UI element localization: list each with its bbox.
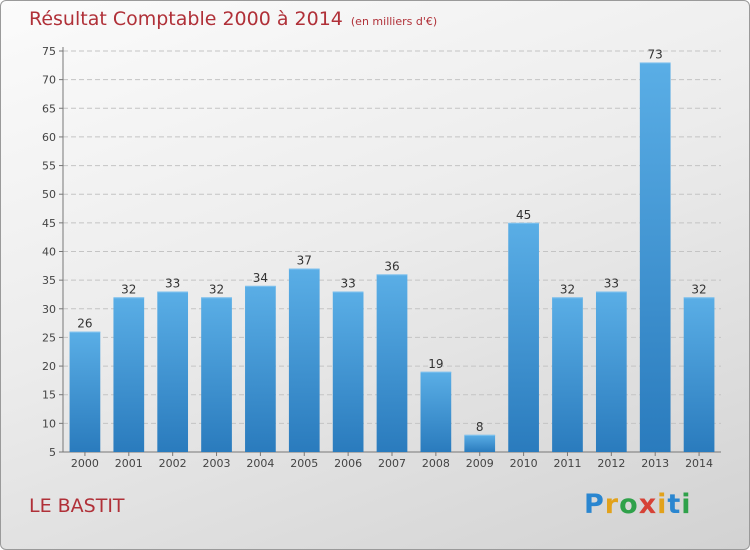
y-tick-label: 40 xyxy=(42,246,56,259)
x-tick-label: 2000 xyxy=(71,457,99,470)
logo-letter: x xyxy=(638,489,658,520)
chart-title: Résultat Comptable 2000 à 2014 xyxy=(29,8,343,30)
x-tick-label: 2006 xyxy=(334,457,362,470)
y-tick-label: 60 xyxy=(42,131,56,144)
x-tick-label: 2011 xyxy=(553,457,581,470)
bar-2004 xyxy=(245,285,276,452)
bar-2000 xyxy=(69,331,101,452)
x-tick-label: 2004 xyxy=(246,457,274,470)
commune-name: LE BASTIT xyxy=(29,495,125,517)
x-tick-label: 2009 xyxy=(466,457,494,470)
y-tick-label: 5 xyxy=(49,446,56,459)
data-label-2001: 32 xyxy=(121,282,136,296)
y-tick-label: 35 xyxy=(42,274,56,287)
bar-2012 xyxy=(595,291,627,452)
bars: 26 32 33 32 34 37 33 36 19 8 45 32 33 73 32 xyxy=(69,47,715,452)
bar-2007 xyxy=(376,274,408,452)
data-label-2008: 19 xyxy=(428,357,443,371)
x-tick-label: 2001 xyxy=(115,457,143,470)
data-label-2000: 26 xyxy=(77,317,92,331)
data-label-2003: 32 xyxy=(209,282,224,296)
data-label-2013: 73 xyxy=(648,47,663,61)
x-tick-label: 2003 xyxy=(203,457,231,470)
proxiti-logo: Proxiti xyxy=(584,489,692,520)
y-tick-label: 45 xyxy=(42,217,56,230)
y-tick-label: 15 xyxy=(42,389,56,402)
bar-2002 xyxy=(157,291,189,452)
logo-letter: r xyxy=(604,489,620,520)
logo-letter: t xyxy=(667,489,682,520)
data-label-2002: 33 xyxy=(165,277,180,291)
y-tick-label: 25 xyxy=(42,331,56,344)
x-tick-label: 2005 xyxy=(290,457,318,470)
data-label-2014: 32 xyxy=(691,282,706,296)
bar-2001 xyxy=(113,297,145,452)
y-tick-label: 10 xyxy=(42,417,56,430)
logo-letter: i xyxy=(681,489,692,520)
x-axis-ticks: 2000 2001 2002 2003 2004 2005 2006 2007 2008 2009… xyxy=(71,452,713,470)
data-label-2012: 33 xyxy=(604,277,619,291)
y-tick-label: 20 xyxy=(42,360,56,373)
bar-2009 xyxy=(464,434,496,452)
x-tick-label: 2013 xyxy=(641,457,669,470)
x-tick-label: 2012 xyxy=(597,457,625,470)
logo-letter: P xyxy=(584,489,605,520)
data-label-2007: 36 xyxy=(384,259,399,273)
y-axis-ticks: 5 10 15 20 25 30 35 40 45 50 55 60 65 70 75 xyxy=(42,45,63,459)
y-tick-label: 65 xyxy=(42,102,56,115)
y-tick-label: 30 xyxy=(42,303,56,316)
x-tick-label: 2007 xyxy=(378,457,406,470)
bar-2008 xyxy=(420,371,452,452)
data-label-2010: 45 xyxy=(516,208,531,222)
logo-letter: o xyxy=(619,489,639,520)
x-tick-label: 2002 xyxy=(159,457,187,470)
x-tick-label: 2008 xyxy=(422,457,450,470)
bar-2011 xyxy=(552,297,583,452)
bar-2014 xyxy=(683,297,715,452)
data-label-2004: 34 xyxy=(253,271,268,285)
bar-2010 xyxy=(508,222,539,452)
y-tick-label: 55 xyxy=(42,160,56,173)
y-tick-label: 70 xyxy=(42,74,56,87)
logo-letter: i xyxy=(657,489,668,520)
y-tick-label: 75 xyxy=(42,45,56,58)
y-tick-label: 50 xyxy=(42,188,56,201)
bar-2006 xyxy=(332,291,364,452)
data-label-2009: 8 xyxy=(476,420,484,434)
data-label-2006: 33 xyxy=(340,277,355,291)
bar-2003 xyxy=(201,297,232,452)
bar-2013 xyxy=(639,62,671,452)
chart-unit: (en milliers d'€) xyxy=(350,15,438,28)
data-label-2011: 32 xyxy=(560,282,575,296)
chart-title-block: Résultat Comptable 2000 à 2014 (en millie… xyxy=(29,8,437,30)
x-tick-label: 2010 xyxy=(510,457,538,470)
bar-2005 xyxy=(288,268,320,452)
data-label-2005: 37 xyxy=(297,254,312,268)
x-tick-label: 2014 xyxy=(685,457,713,470)
